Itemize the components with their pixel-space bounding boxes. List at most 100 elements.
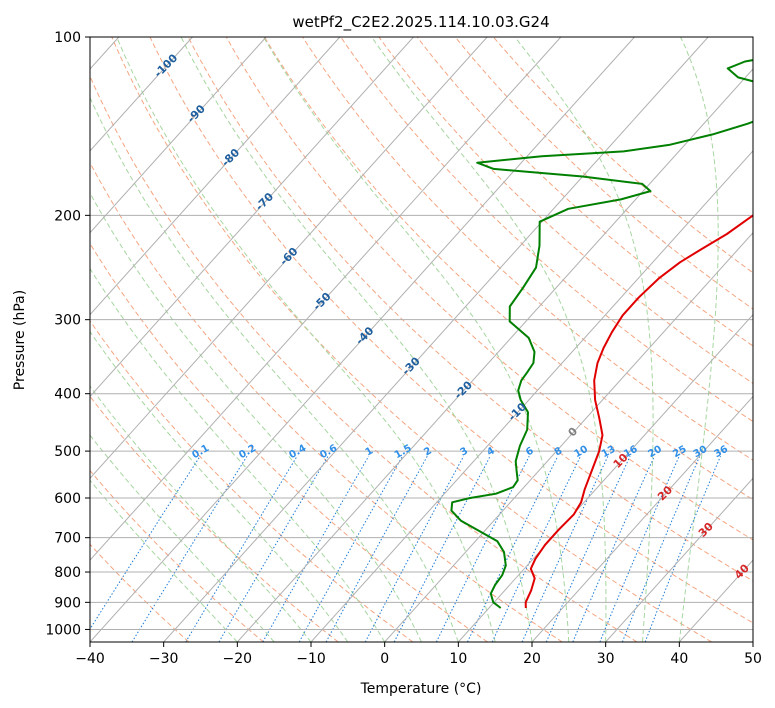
x-tick-label: −40 (75, 651, 105, 667)
dry-adiabat-line (90, 543, 190, 642)
isotherm-gridline (90, 37, 341, 316)
mixing-ratio-label: 25 (671, 444, 689, 461)
dry-adiabat-line (90, 320, 414, 642)
mixing-ratio-label: 30 (692, 444, 710, 461)
x-tick-label: 0 (380, 651, 389, 667)
y-tick-label: 200 (54, 208, 81, 224)
dry-adiabat-line (90, 469, 264, 642)
mixing-ratio-line (467, 455, 559, 642)
plot-frame (89, 36, 754, 643)
y-tick-label: 100 (54, 30, 81, 46)
mixing-ratio-line (491, 455, 581, 642)
moist-adiabat-line (678, 37, 719, 642)
data-series (450, 59, 753, 609)
dry-adiabat-line (111, 37, 712, 642)
temperature-profile-line (524, 214, 753, 609)
dry-adiabat-line (90, 75, 638, 642)
axes: −40 −30 −20 −10 0 10 20 30 40 5010020030040050060… (45, 30, 762, 667)
y-tick-label: 500 (54, 444, 81, 460)
dry-adiabat-line (225, 37, 753, 541)
mixing-ratio-label: 10 (573, 444, 591, 461)
mixing-ratio-line (545, 455, 631, 642)
mixing-ratio-label: 1.5 (393, 443, 414, 461)
y-tick-label: 400 (54, 387, 81, 403)
mixing-ratio-label: 0.4 (287, 443, 308, 461)
y-tick-label: 600 (54, 491, 81, 507)
dry-adiabat-line (149, 37, 753, 624)
dewpoint-profile-line (450, 59, 753, 609)
y-tick-label: 800 (54, 565, 81, 581)
y-tick-label: 1000 (45, 622, 81, 638)
moist-adiabat-line (90, 434, 275, 642)
x-tick-label: −20 (223, 651, 253, 667)
mixing-ratio-line (572, 455, 655, 642)
mixing-ratio-label: 3 (459, 446, 471, 459)
mixing-ratio-label: 20 (646, 444, 664, 461)
mixing-ratio-line (90, 455, 201, 630)
dry-adiabat-line (90, 161, 563, 642)
isotherm-gridline (90, 37, 635, 642)
x-tick-label: 10 (449, 651, 467, 667)
y-tick-label: 900 (54, 595, 81, 611)
dry-adiabat-line (493, 37, 753, 274)
isotherm-gridline (384, 231, 753, 642)
isotherm-gridline (90, 37, 267, 234)
mixing-ratio-label: 1 (364, 446, 376, 459)
x-tick-label: −30 (149, 651, 179, 667)
moist-adiabat-line (116, 37, 496, 642)
isotherm-gridline (678, 559, 753, 642)
chart-title: wetPf2_C2E2.2025.114.10.03.G24 (292, 13, 549, 32)
moist-adiabat-line (180, 37, 533, 642)
mixing-ratio-line (599, 455, 680, 642)
x-tick-label: 30 (597, 651, 615, 667)
mixing-ratio-line (262, 455, 370, 642)
isotherm-gridline (90, 37, 562, 561)
moist-adiabat-line (90, 267, 386, 642)
isotherm-gridline (531, 395, 753, 642)
mixing-ratio-label: 36 (713, 444, 731, 461)
grid-lines (90, 37, 753, 642)
y-tick-label: 300 (54, 313, 81, 329)
isotherm-gridline (90, 37, 488, 480)
isotherm-gridline (457, 313, 753, 642)
background-lines (90, 37, 753, 642)
y-tick-label: 700 (54, 531, 81, 547)
moist-adiabat-line (514, 37, 654, 642)
mixing-ratio-line (131, 455, 248, 642)
dry-adiabat-line (90, 395, 339, 642)
dry-adiabat-line (302, 37, 753, 461)
x-tick-label: 40 (670, 651, 688, 667)
dry-adiabat-line (378, 37, 753, 384)
moist-adiabat-line (90, 479, 238, 642)
mixing-ratio-line (393, 455, 491, 642)
moist-adiabat-line (90, 330, 349, 642)
isotherm-gridline (90, 37, 193, 152)
x-axis-label: Temperature (°C) (360, 681, 482, 697)
mixing-ratio-label: 2 (422, 446, 434, 459)
isotherm-gridline (236, 68, 753, 642)
mixing-ratio-label: 8 (553, 446, 565, 459)
mixing-ratio-line (298, 455, 403, 642)
isotherm-gridline (310, 150, 753, 642)
moist-adiabat-line (90, 96, 459, 642)
mixing-ratio-label: 4 (485, 446, 497, 459)
dry-adiabat-line (264, 37, 753, 501)
dry-adiabat-line (187, 37, 753, 582)
x-tick-label: −10 (296, 651, 326, 667)
mixing-ratio-line (218, 455, 329, 642)
y-axis-label: Pressure (hPa) (12, 290, 28, 390)
isotherm-gridline (752, 641, 753, 642)
x-tick-label: 50 (744, 651, 762, 667)
dry-adiabat-line (416, 37, 753, 347)
mixing-ratio-label: 6 (524, 446, 536, 459)
mixing-ratio-line (185, 455, 298, 642)
mixing-ratio-line (325, 455, 428, 642)
moist-adiabat-line (90, 385, 312, 642)
isotherm-gridline (163, 37, 709, 642)
mixing-ratio-line (521, 455, 609, 642)
x-tick-label: 20 (523, 651, 541, 667)
isotherm-gridline (90, 37, 414, 398)
moist-adiabat-line (371, 37, 607, 642)
isotherm-gridline (605, 477, 753, 642)
